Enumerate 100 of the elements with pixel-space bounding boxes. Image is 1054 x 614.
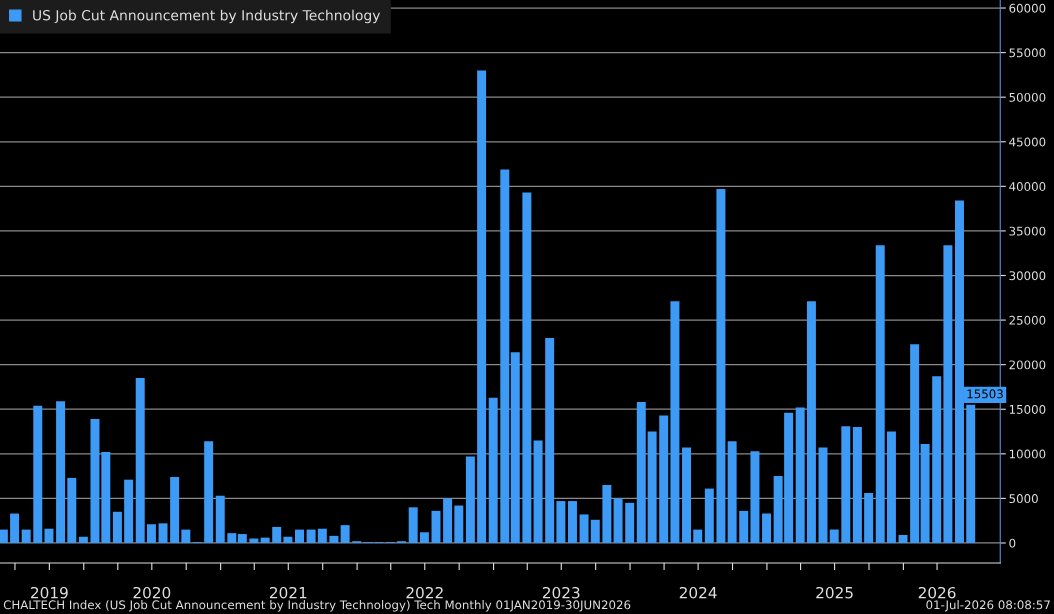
bar bbox=[852, 427, 862, 543]
bar bbox=[670, 301, 680, 543]
bar bbox=[454, 505, 464, 543]
bar bbox=[21, 529, 31, 543]
bar bbox=[704, 488, 714, 543]
data-label: 15503 bbox=[967, 389, 1003, 399]
bar bbox=[510, 352, 520, 543]
y-tick-label: 0 bbox=[1009, 538, 1016, 548]
bar bbox=[124, 479, 134, 543]
bar bbox=[750, 451, 760, 543]
bar bbox=[306, 529, 316, 543]
bar bbox=[545, 337, 555, 543]
bar bbox=[10, 513, 20, 543]
bar bbox=[727, 441, 737, 543]
bar bbox=[283, 536, 293, 543]
bar bbox=[910, 344, 920, 543]
bar bbox=[522, 192, 532, 543]
bar bbox=[556, 501, 566, 543]
bar bbox=[932, 376, 942, 543]
bar bbox=[579, 514, 589, 543]
text: 01-Jul-2026 08:08:57 bbox=[926, 600, 1050, 612]
x-tick-label: 2022 bbox=[406, 586, 443, 599]
bar bbox=[590, 519, 600, 543]
bar bbox=[943, 245, 953, 543]
x-tick-label: 2024 bbox=[679, 586, 717, 599]
bar bbox=[920, 444, 930, 543]
bar bbox=[841, 426, 851, 543]
bar bbox=[806, 301, 816, 543]
bar bbox=[693, 529, 703, 543]
bar bbox=[227, 533, 237, 543]
bar bbox=[44, 528, 54, 543]
y-tick-label: 20000 bbox=[1009, 360, 1046, 370]
bar bbox=[613, 498, 623, 543]
bar bbox=[146, 524, 156, 543]
bar bbox=[158, 523, 168, 543]
bar bbox=[0, 529, 8, 543]
bar bbox=[215, 495, 225, 543]
bar bbox=[90, 419, 100, 543]
y-tick-label: 60000 bbox=[1009, 3, 1046, 13]
y-tick-label: 15000 bbox=[1009, 404, 1046, 414]
y-tick-label: 50000 bbox=[1009, 92, 1046, 102]
bar bbox=[886, 431, 896, 543]
x-tick-label: 2020 bbox=[133, 586, 171, 599]
bar bbox=[488, 397, 498, 543]
bar bbox=[329, 535, 339, 543]
bar bbox=[739, 510, 749, 543]
bar bbox=[465, 456, 475, 543]
bar bbox=[56, 401, 66, 543]
bar bbox=[864, 493, 874, 543]
bar bbox=[966, 404, 976, 543]
legend-label: US Job Cut Announcement by Industry Technology bbox=[33, 9, 381, 24]
bar bbox=[237, 534, 247, 543]
y-tick-label: 25000 bbox=[1009, 315, 1046, 325]
bar bbox=[112, 511, 122, 543]
x-tick-label: 2025 bbox=[816, 586, 853, 599]
bar bbox=[408, 507, 418, 543]
bar bbox=[204, 441, 214, 543]
bar bbox=[625, 502, 635, 543]
bar bbox=[533, 440, 543, 543]
bar bbox=[101, 452, 111, 543]
y-tick-label: 40000 bbox=[1009, 182, 1046, 191]
bar bbox=[181, 529, 191, 543]
bar bbox=[249, 538, 259, 543]
bar bbox=[500, 169, 510, 543]
bar bbox=[659, 415, 669, 543]
bar bbox=[260, 537, 270, 543]
bar bbox=[135, 378, 145, 543]
y-tick-label: 5000 bbox=[1009, 494, 1038, 504]
bar bbox=[829, 529, 839, 543]
bar bbox=[602, 485, 612, 543]
x-tick-label: 2021 bbox=[269, 586, 307, 599]
bar bbox=[647, 431, 657, 543]
bar bbox=[67, 477, 77, 543]
text: CHALTECH Index (US Job Cut Announcement by Industry Technology) Tech Monthly 01JAN2019-30JUN2026 bbox=[3, 600, 631, 612]
bar bbox=[443, 498, 453, 543]
bar bbox=[716, 189, 726, 543]
x-tick-label: 2023 bbox=[542, 586, 580, 599]
bar bbox=[272, 526, 282, 543]
bar bbox=[898, 534, 908, 543]
bar bbox=[762, 513, 772, 543]
bar bbox=[317, 528, 327, 543]
y-tick-label: 45000 bbox=[1009, 137, 1046, 147]
bar bbox=[419, 532, 429, 543]
bar bbox=[477, 70, 487, 543]
y-tick-label: 35000 bbox=[1009, 226, 1046, 236]
bar bbox=[636, 402, 646, 543]
bar bbox=[567, 501, 577, 543]
bar bbox=[795, 407, 805, 543]
bar bbox=[78, 536, 88, 543]
y-tick-label: 10000 bbox=[1009, 449, 1046, 459]
bar bbox=[295, 529, 304, 543]
bar bbox=[33, 405, 43, 543]
x-tick-label: 2026 bbox=[918, 586, 956, 599]
bar bbox=[682, 447, 692, 543]
x-tick-label: 2019 bbox=[31, 586, 68, 599]
y-tick-label: 30000 bbox=[1009, 271, 1046, 281]
y-tick-label: 55000 bbox=[1009, 48, 1046, 58]
bar bbox=[340, 525, 350, 543]
bar bbox=[875, 245, 885, 543]
bar bbox=[170, 477, 180, 543]
